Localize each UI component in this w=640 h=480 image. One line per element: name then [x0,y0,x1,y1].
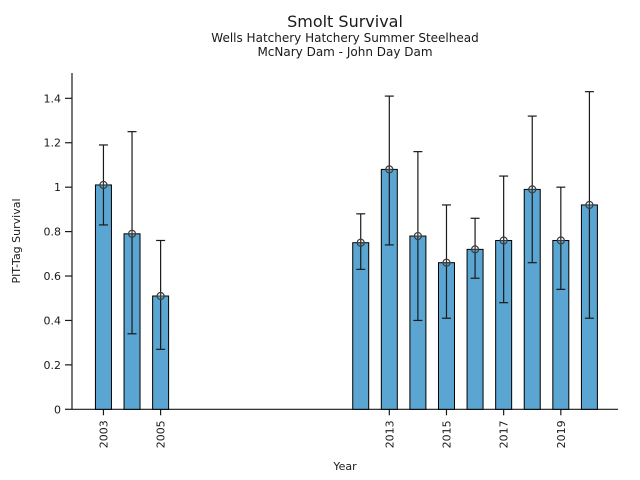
plot-area: 0 0.2 0.4 0.6 0.8 1 1.2 1.4 2003 2005 2013 2015 2017… [44,73,618,448]
y-tick-label: 0 [54,403,61,416]
y-tick-label: 0.6 [44,270,62,283]
x-tick-label: 2003 [97,420,110,448]
y-tick-label: 0.4 [44,314,62,327]
y-tick-label: 0.8 [44,226,62,239]
y-tick-label: 0.2 [44,359,62,372]
x-tick-label: 2019 [555,420,568,448]
chart-subtitle-line2: McNary Dam - John Day Dam [257,45,432,59]
x-tick-label: 2015 [440,420,453,448]
x-tick-label: 2005 [155,420,168,448]
x-tick-label: 2013 [383,420,396,448]
y-axis-label: PIT-Tag Survival [10,198,23,283]
x-tick-label: 2017 [498,420,511,448]
chart-title: Smolt Survival [287,12,403,31]
x-axis-label: Year [332,460,357,473]
y-tick-label: 1 [54,181,61,194]
y-tick-label: 1.4 [44,92,62,105]
y-tick-label: 1.2 [44,137,62,150]
chart-subtitle-line1: Wells Hatchery Hatchery Summer Steelhead [211,31,478,45]
